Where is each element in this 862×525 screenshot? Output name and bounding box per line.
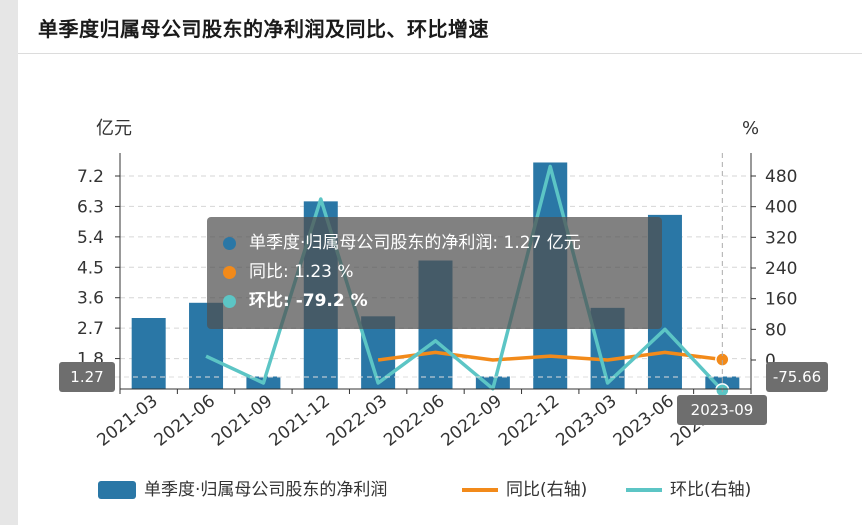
tooltip-profit-text: 单季度·归属母公司股东的净利润: 1.27 亿元 [249, 233, 581, 253]
right-axis-pointer-label: -75.66 [766, 362, 828, 392]
x-tick-label: 2022-06 [380, 391, 448, 450]
x-axis-pointer-label: 2023-09 [677, 395, 767, 425]
left-tick-label: 3.6 [77, 289, 104, 309]
right-tick-label: 0 [765, 351, 776, 371]
x-ticks: 2021-032021-062021-092021-122022-032022-… [93, 389, 752, 451]
right-tick-label: 240 [765, 259, 797, 279]
tooltip-row-profit: 单季度·归属母公司股东的净利润: 1.27 亿元 [221, 229, 662, 258]
legend-label-yoy: 同比(右轴) [506, 480, 588, 500]
left-tick-label: 2.7 [77, 319, 104, 339]
line-swatch-icon [626, 488, 662, 492]
qoq-dot-icon [223, 295, 236, 308]
left-axis-unit: 亿元 [96, 118, 132, 139]
axes [115, 153, 766, 395]
bar [131, 318, 166, 389]
right-tick-label: 320 [765, 228, 797, 248]
x-tick-label: 2022-03 [323, 391, 391, 450]
x-tick-label: 2021-09 [208, 391, 276, 450]
legend-item-qoq[interactable]: 环比(右轴) [626, 476, 786, 504]
right-tick-label: 400 [765, 198, 797, 218]
left-tick-label: 7.2 [77, 167, 104, 187]
yoy-line [377, 350, 723, 362]
card-header: 单季度归属母公司股东的净利润及同比、环比增速 [18, 0, 862, 54]
left-tick-label: 6.3 [77, 197, 104, 217]
legend-item-profit[interactable]: 单季度·归属母公司股东的净利润 [98, 476, 458, 504]
yoy-dot-icon [223, 266, 236, 279]
legend-label-qoq: 环比(右轴) [670, 480, 752, 500]
tooltip-row-qoq: 环比: -79.2 % [221, 287, 662, 316]
left-tick-label: 5.4 [77, 228, 104, 248]
x-tick-label: 2021-06 [151, 391, 219, 450]
right-tick-label: 480 [765, 167, 797, 187]
left-axis-pointer-label: 1.27 [59, 362, 115, 392]
legend-item-yoy[interactable]: 同比(右轴) [462, 476, 612, 504]
tooltip-row-yoy: 同比: 1.23 % [221, 258, 662, 287]
x-tick-label: 2022-09 [438, 391, 506, 450]
tooltip: 单季度·归属母公司股东的净利润: 1.27 亿元 同比: 1.23 % 环比: … [207, 217, 662, 329]
x-tick-label: 2023-03 [552, 391, 620, 450]
right-tick-label: 160 [765, 290, 797, 310]
line-swatch-icon [462, 488, 498, 492]
bar-swatch-icon [98, 481, 136, 499]
right-tick-label: 80 [765, 320, 787, 340]
profit-dot-icon [223, 237, 236, 250]
x-tick-label: 2021-12 [266, 391, 334, 450]
legend-label-profit: 单季度·归属母公司股东的净利润 [144, 480, 388, 500]
tooltip-yoy-text: 同比: 1.23 % [249, 262, 354, 282]
right-axis-unit: % [742, 118, 759, 139]
x-tick-label: 2021-03 [93, 391, 161, 450]
chart-title: 单季度归属母公司股东的净利润及同比、环比增速 [38, 17, 489, 41]
x-tick-label: 2023-06 [610, 391, 678, 450]
tooltip-qoq-text: 环比: -79.2 % [249, 291, 368, 311]
x-tick-label: 2022-12 [495, 391, 563, 450]
left-tick-label: 4.5 [77, 258, 104, 278]
